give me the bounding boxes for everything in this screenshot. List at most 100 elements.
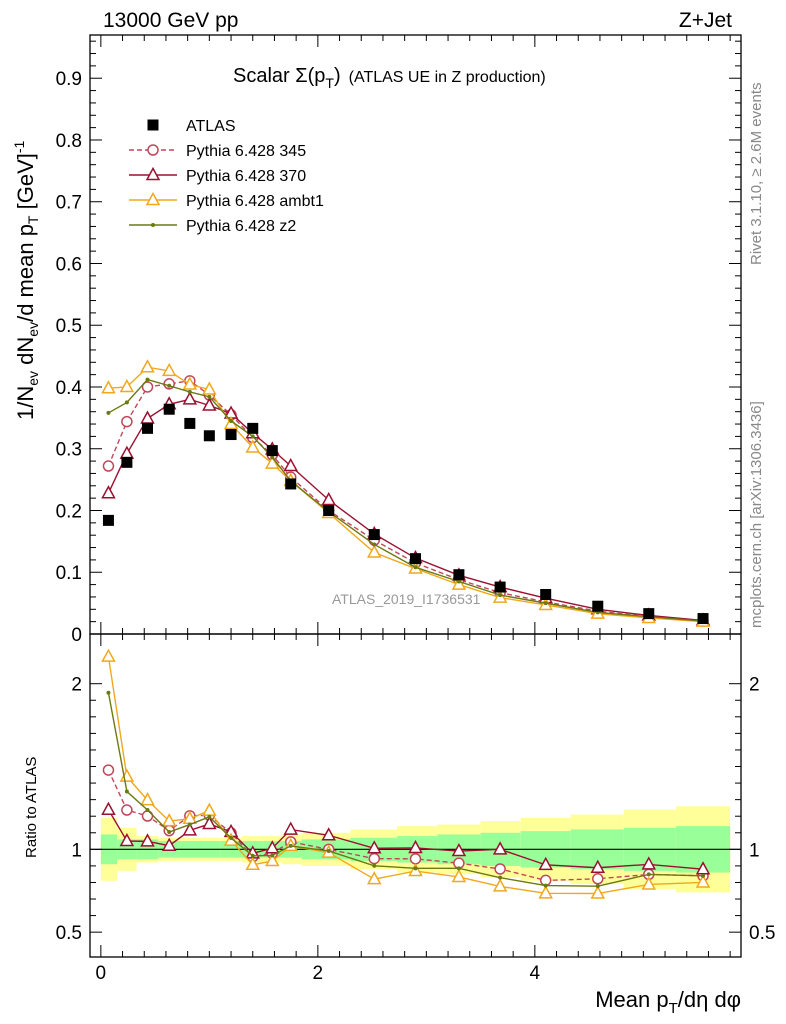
- ratio-point: [102, 764, 115, 776]
- data-point: [283, 457, 298, 472]
- ratio-point: [187, 822, 192, 827]
- y-tick-label: 0.6: [56, 254, 82, 275]
- data-point: [697, 613, 709, 625]
- data-point: [592, 600, 604, 612]
- ratio-point: [451, 868, 467, 883]
- ratio-point: [646, 872, 651, 877]
- data-point: [145, 377, 150, 382]
- legend-entry: Pythia 6.428 z2: [129, 218, 296, 235]
- data-point: [368, 529, 380, 541]
- legend-label: Pythia 6.428 370: [186, 168, 306, 185]
- ratio-point: [695, 861, 711, 875]
- ratio-point: [321, 827, 336, 841]
- series-line: [107, 398, 704, 622]
- data-point: [543, 601, 548, 606]
- ratio-point: [494, 863, 506, 875]
- x-tick-label: 2: [313, 963, 324, 984]
- ratio-point: [161, 813, 177, 827]
- ratio-tick-label-right: 1: [749, 840, 760, 861]
- ratio-point: [121, 804, 133, 816]
- ratio-point: [106, 690, 111, 695]
- ratio-point: [265, 852, 280, 867]
- ratio-point: [590, 885, 606, 899]
- data-point: [494, 581, 506, 593]
- data-point: [410, 553, 421, 565]
- y-tick-label: 0.2: [56, 501, 82, 522]
- ratio-point: [141, 810, 154, 822]
- ratio-point: [326, 848, 331, 853]
- ratio-point: [167, 830, 172, 835]
- series-line: [107, 380, 704, 622]
- data-point: [323, 504, 335, 516]
- data-point: [119, 378, 135, 393]
- ratio-point: [413, 866, 418, 871]
- data-point: [540, 588, 552, 600]
- ratio-point: [140, 792, 155, 806]
- data-point: [121, 456, 133, 468]
- y-tick-label: 0: [71, 625, 82, 646]
- data-point: [121, 415, 133, 428]
- ratio-point: [101, 648, 116, 662]
- ratio-point: [543, 883, 548, 888]
- ratio-point: [207, 814, 212, 819]
- ratio-point: [202, 802, 217, 816]
- analysis-watermark: ATLAS_2019_I1736531: [332, 591, 481, 607]
- ratio-point: [283, 821, 298, 835]
- ratio-point: [409, 853, 422, 865]
- series-pythia-6-428-z2: [106, 377, 706, 889]
- data-point: [187, 389, 192, 394]
- ratio-point: [250, 853, 255, 858]
- ratio-tick-label: 0.5: [56, 923, 82, 944]
- data-point: [202, 381, 217, 395]
- legend-entry: ATLAS: [147, 118, 236, 135]
- data-point: [266, 445, 278, 457]
- data-point: [142, 422, 154, 434]
- ratio-point: [202, 815, 217, 830]
- data-point: [106, 410, 111, 415]
- y-tick-label: 0.3: [56, 440, 82, 461]
- data-point: [202, 397, 217, 411]
- ratio-point: [182, 822, 198, 836]
- data-point: [182, 376, 198, 390]
- y-tick-label: 0.7: [56, 193, 82, 214]
- legend-label: Pythia 6.428 ambt1: [186, 193, 324, 210]
- ratio-point: [229, 836, 234, 841]
- ratio-point: [245, 856, 261, 871]
- legend-marker: [151, 223, 155, 227]
- legend-entry: Pythia 6.428 345: [129, 143, 306, 160]
- data-point: [161, 362, 177, 377]
- ratio-point: [367, 840, 382, 854]
- data-point: [413, 565, 418, 570]
- ratio-point: [408, 839, 423, 854]
- data-point: [456, 579, 461, 584]
- x-tick-label: 4: [530, 963, 541, 984]
- ratio-tick-label: 2: [71, 675, 82, 696]
- data-point: [163, 403, 175, 415]
- y-tick-label: 0.5: [56, 316, 82, 337]
- series-line: [108, 366, 704, 623]
- y-axis-label: 1/Nev dNev/d mean pT [GeV]-1: [11, 140, 41, 420]
- y-tick-label: 0.4: [56, 378, 83, 399]
- series-atlas: [102, 403, 709, 625]
- ratio-point: [538, 885, 553, 899]
- x-axis-label: Mean pT/dη dφ: [595, 987, 741, 1017]
- ratio-point: [538, 856, 553, 871]
- ratio-point: [368, 852, 381, 865]
- ratio-tick-label: 1: [71, 840, 82, 861]
- data-point: [101, 485, 116, 499]
- data-point: [367, 544, 382, 558]
- ratio-point: [492, 878, 508, 892]
- ratio-point: [101, 801, 116, 815]
- plot-title: Scalar Σ(pT) (ATLAS UE in Z production): [233, 65, 546, 91]
- data-point: [245, 439, 261, 453]
- legend-label: ATLAS: [186, 118, 236, 135]
- series-pythia-6-428-345: [102, 375, 709, 887]
- data-point: [250, 434, 255, 439]
- data-point: [247, 422, 259, 434]
- ratio-tick-label-right: 2: [749, 675, 760, 696]
- ratio-panel-frame: [89, 633, 742, 958]
- ratio-point: [498, 875, 503, 880]
- legend-marker: [147, 144, 159, 156]
- ratio-point: [456, 866, 461, 871]
- data-point: [141, 381, 154, 393]
